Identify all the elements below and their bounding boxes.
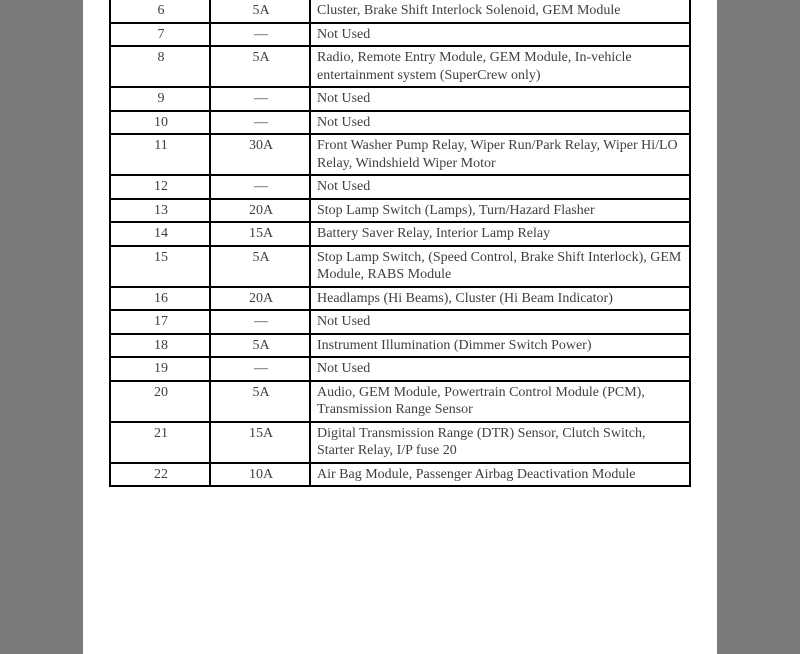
amp-rating: 15A bbox=[210, 422, 310, 463]
circuit-description: Air Bag Module, Passenger Airbag Deactiv… bbox=[310, 463, 690, 487]
fuse-number: 7 bbox=[110, 23, 210, 47]
table-row: 185AInstrument Illumination (Dimmer Swit… bbox=[110, 334, 690, 358]
fuse-number: 12 bbox=[110, 175, 210, 199]
table-row: 1320AStop Lamp Switch (Lamps), Turn/Haza… bbox=[110, 199, 690, 223]
table-row: 1620AHeadlamps (Hi Beams), Cluster (Hi B… bbox=[110, 287, 690, 311]
table-row: 10—Not Used bbox=[110, 111, 690, 135]
amp-rating: — bbox=[210, 23, 310, 47]
amp-rating: 5A bbox=[210, 0, 310, 23]
fuse-number: 11 bbox=[110, 134, 210, 175]
circuit-description: Audio, GEM Module, Powertrain Control Mo… bbox=[310, 381, 690, 422]
circuit-description: Headlamps (Hi Beams), Cluster (Hi Beam I… bbox=[310, 287, 690, 311]
table-row: 9—Not Used bbox=[110, 87, 690, 111]
amp-rating: 20A bbox=[210, 199, 310, 223]
amp-rating: 5A bbox=[210, 381, 310, 422]
amp-rating: — bbox=[210, 111, 310, 135]
table-row: 17—Not Used bbox=[110, 310, 690, 334]
table-row: 2115ADigital Transmission Range (DTR) Se… bbox=[110, 422, 690, 463]
circuit-description: Not Used bbox=[310, 310, 690, 334]
table-row: 85ARadio, Remote Entry Module, GEM Modul… bbox=[110, 46, 690, 87]
fuse-number: 14 bbox=[110, 222, 210, 246]
amp-rating: 10A bbox=[210, 463, 310, 487]
circuit-description: Not Used bbox=[310, 175, 690, 199]
fuse-table: 65ACluster, Brake Shift Interlock Soleno… bbox=[109, 0, 691, 487]
fuse-number: 22 bbox=[110, 463, 210, 487]
fuse-number: 8 bbox=[110, 46, 210, 87]
fuse-number: 9 bbox=[110, 87, 210, 111]
amp-rating: 30A bbox=[210, 134, 310, 175]
table-row: 1130AFront Washer Pump Relay, Wiper Run/… bbox=[110, 134, 690, 175]
circuit-description: Battery Saver Relay, Interior Lamp Relay bbox=[310, 222, 690, 246]
circuit-description: Not Used bbox=[310, 111, 690, 135]
table-row: 155AStop Lamp Switch, (Speed Control, Br… bbox=[110, 246, 690, 287]
circuit-description: Instrument Illumination (Dimmer Switch P… bbox=[310, 334, 690, 358]
table-row: 19—Not Used bbox=[110, 357, 690, 381]
table-row: 2210AAir Bag Module, Passenger Airbag De… bbox=[110, 463, 690, 487]
circuit-description: Stop Lamp Switch (Lamps), Turn/Hazard Fl… bbox=[310, 199, 690, 223]
fuse-number: 19 bbox=[110, 357, 210, 381]
document-page: 65ACluster, Brake Shift Interlock Soleno… bbox=[83, 0, 717, 654]
amp-rating: — bbox=[210, 357, 310, 381]
fuse-number: 6 bbox=[110, 0, 210, 23]
fuse-number: 15 bbox=[110, 246, 210, 287]
table-row: 7—Not Used bbox=[110, 23, 690, 47]
amp-rating: 15A bbox=[210, 222, 310, 246]
circuit-description: Stop Lamp Switch, (Speed Control, Brake … bbox=[310, 246, 690, 287]
fuse-number: 13 bbox=[110, 199, 210, 223]
table-row: 1415ABattery Saver Relay, Interior Lamp … bbox=[110, 222, 690, 246]
table-row: 205AAudio, GEM Module, Powertrain Contro… bbox=[110, 381, 690, 422]
circuit-description: Not Used bbox=[310, 87, 690, 111]
fuse-number: 17 bbox=[110, 310, 210, 334]
amp-rating: — bbox=[210, 310, 310, 334]
fuse-number: 18 bbox=[110, 334, 210, 358]
fuse-number: 10 bbox=[110, 111, 210, 135]
fuse-number: 20 bbox=[110, 381, 210, 422]
table-row: 12—Not Used bbox=[110, 175, 690, 199]
amp-rating: 5A bbox=[210, 246, 310, 287]
amp-rating: — bbox=[210, 87, 310, 111]
fuse-number: 16 bbox=[110, 287, 210, 311]
amp-rating: 5A bbox=[210, 334, 310, 358]
amp-rating: — bbox=[210, 175, 310, 199]
circuit-description: Not Used bbox=[310, 357, 690, 381]
circuit-description: Front Washer Pump Relay, Wiper Run/Park … bbox=[310, 134, 690, 175]
circuit-description: Not Used bbox=[310, 23, 690, 47]
table-row: 65ACluster, Brake Shift Interlock Soleno… bbox=[110, 0, 690, 23]
fuse-number: 21 bbox=[110, 422, 210, 463]
circuit-description: Radio, Remote Entry Module, GEM Module, … bbox=[310, 46, 690, 87]
amp-rating: 20A bbox=[210, 287, 310, 311]
circuit-description: Digital Transmission Range (DTR) Sensor,… bbox=[310, 422, 690, 463]
amp-rating: 5A bbox=[210, 46, 310, 87]
circuit-description: Cluster, Brake Shift Interlock Solenoid,… bbox=[310, 0, 690, 23]
